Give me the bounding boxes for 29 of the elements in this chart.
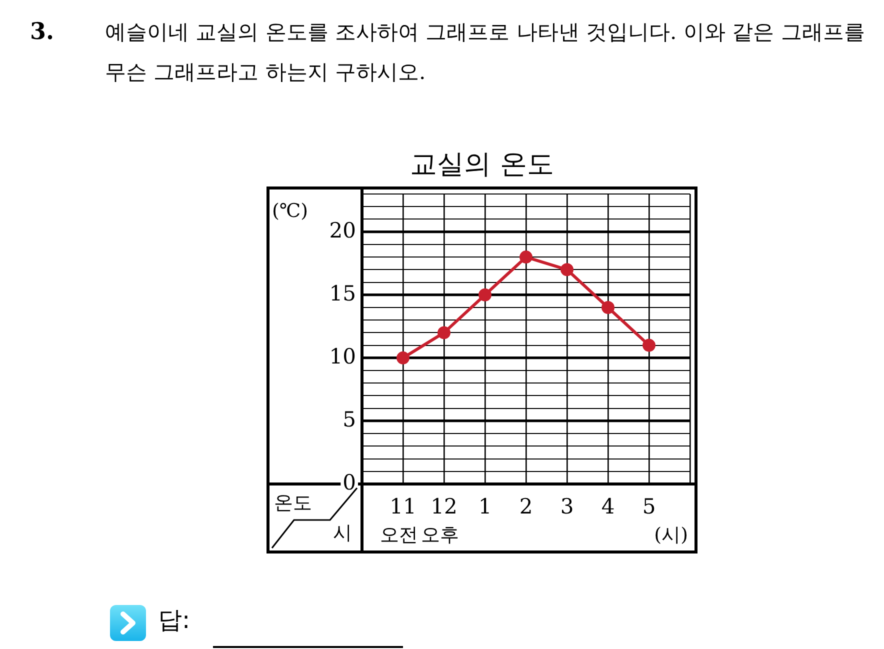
y-tick-label: 15 [329,281,356,306]
x-tick-label: 5 [642,494,656,518]
x-tick-label: 4 [601,494,615,518]
y-axis-title: (℃) [272,200,308,222]
point [396,351,410,364]
point [560,263,574,276]
y-tick-label: 0 [342,470,356,494]
x-axis-title: (시) [654,524,688,546]
text: 오전 [380,524,418,546]
y-tick-label: 5 [342,407,356,432]
chart-subtitle: 예슬이네 교실의 온도를 조사하여 그래프로 나타낸 것입니다. 이와 같은 그래프를 무슨 그래프라고 하는지 구하시오. [105,19,866,86]
x-tick-label: 1 [478,494,492,518]
text: 시 [333,522,352,544]
point [520,250,532,264]
chart-title: 교실의 온도 [409,148,555,182]
x-tick-label: 11 [390,494,416,518]
point [642,338,656,352]
point [438,326,450,340]
point [478,288,492,302]
y-tick-label: 20 [329,218,356,242]
x-tick-label: 12 [430,494,458,518]
y-tick-label: 10 [329,344,356,368]
x-tick-label: 3 [560,494,574,518]
x-tick-label: 2 [519,494,533,518]
text: 오후 [421,524,459,546]
text: 3. [30,17,54,47]
point [602,300,614,314]
text: 답: [158,605,190,636]
text: 온도 [274,492,312,514]
